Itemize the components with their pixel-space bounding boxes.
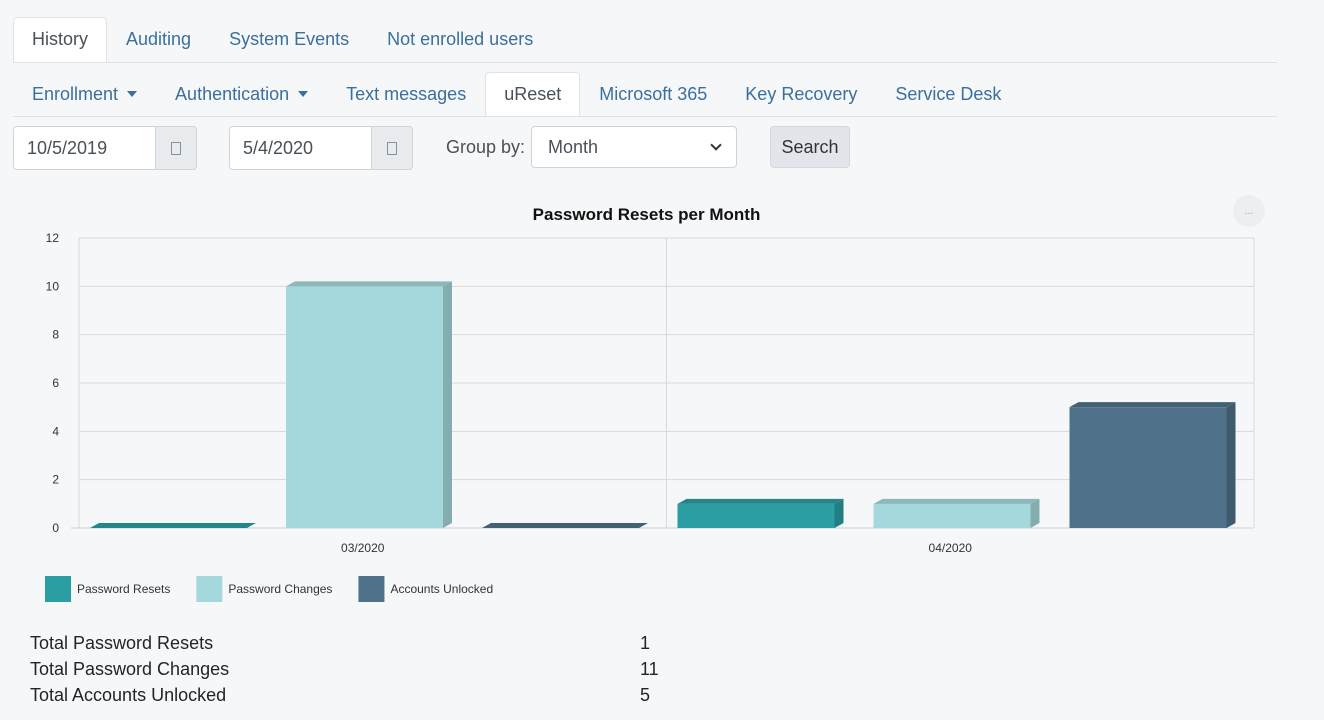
start-date-input[interactable]: [13, 126, 155, 170]
bar-side: [1226, 402, 1236, 528]
tab-enrollment[interactable]: Enrollment: [13, 72, 156, 116]
legend-label: Password Resets: [77, 582, 170, 596]
legend-label: Accounts Unlocked: [390, 582, 493, 596]
end-date-group: [229, 126, 413, 170]
bar-top: [90, 523, 256, 528]
end-date-input[interactable]: [229, 126, 371, 170]
bar: [1069, 407, 1227, 528]
total-label: Total Accounts Unlocked: [30, 684, 227, 705]
bar: [873, 503, 1031, 528]
search-button[interactable]: Search: [770, 126, 850, 168]
total-value: 1: [640, 632, 651, 653]
bar-top: [482, 523, 648, 528]
y-tick-label: 0: [52, 521, 59, 535]
chart-title: Password Resets per Month: [533, 205, 761, 224]
totals-row: Total Password Changes 11: [30, 656, 659, 682]
y-tick-label: 12: [46, 231, 60, 245]
x-tick-label: 03/2020: [341, 541, 385, 555]
bar-top: [286, 281, 452, 287]
password-resets-chart: Password Resets per Month 0 2 4 6 8 10 12 03/202…: [45, 205, 1255, 602]
y-tick-label: 8: [52, 328, 59, 342]
bar-top: [677, 498, 844, 504]
y-tick-label: 2: [52, 473, 59, 487]
tab-text-messages[interactable]: Text messages: [346, 83, 467, 104]
caret-down-icon: [127, 91, 138, 97]
tab-ureset[interactable]: uReset: [485, 72, 581, 116]
end-date-calendar-button[interactable]: [371, 126, 413, 170]
bar-top: [1069, 402, 1236, 408]
bar-top: [873, 498, 1040, 504]
calendar-icon: [387, 141, 397, 155]
bar-side: [834, 498, 844, 528]
totals-row: Total Accounts Unlocked 5: [30, 682, 659, 708]
legend-swatch: [196, 576, 223, 602]
sub-tabs: Enrollment Authentication Text messages …: [13, 72, 1277, 117]
tab-system-events[interactable]: System Events: [229, 29, 350, 49]
legend-swatch: [45, 576, 71, 602]
totals-table: Total Password Resets 1 Total Password C…: [30, 630, 659, 708]
chart-menu-button[interactable]: ...: [1233, 195, 1265, 227]
legend-swatch: [358, 576, 385, 602]
bar: [677, 503, 835, 528]
bar-side: [443, 281, 452, 528]
bar: [286, 286, 443, 528]
group-by-value: Month: [548, 136, 599, 157]
y-tick-label: 4: [52, 424, 59, 438]
y-tick-label: 10: [46, 279, 60, 293]
bar-side: [1030, 498, 1040, 528]
x-tick-label: 04/2020: [929, 541, 973, 555]
totals-row: Total Password Resets 1: [30, 630, 659, 656]
group-by-label: Group by:: [446, 137, 526, 157]
tab-key-recovery[interactable]: Key Recovery: [745, 83, 858, 104]
tab-history[interactable]: History: [13, 17, 108, 62]
total-value: 5: [640, 684, 651, 705]
y-tick-label: 6: [52, 376, 59, 390]
legend-label: Password Changes: [228, 582, 332, 596]
tab-auditing[interactable]: Auditing: [126, 29, 192, 49]
total-label: Total Password Resets: [30, 632, 214, 653]
tab-authentication[interactable]: Authentication: [156, 72, 327, 116]
tab-not-enrolled-users[interactable]: Not enrolled users: [387, 29, 534, 49]
total-label: Total Password Changes: [30, 658, 230, 679]
start-date-group: [13, 126, 197, 170]
tab-enrollment-label: Enrollment: [32, 83, 119, 104]
chevron-down-icon: [710, 139, 722, 151]
group-by-select[interactable]: Month: [531, 126, 737, 168]
calendar-icon: [171, 141, 181, 155]
tab-microsoft-365[interactable]: Microsoft 365: [599, 83, 708, 104]
total-value: 11: [640, 658, 659, 679]
tab-authentication-label: Authentication: [175, 83, 290, 104]
start-date-calendar-button[interactable]: [155, 126, 197, 170]
caret-down-icon: [298, 91, 309, 97]
main-tabs: History Auditing System Events Not enrol…: [13, 17, 1277, 63]
tab-service-desk[interactable]: Service Desk: [895, 83, 1002, 104]
